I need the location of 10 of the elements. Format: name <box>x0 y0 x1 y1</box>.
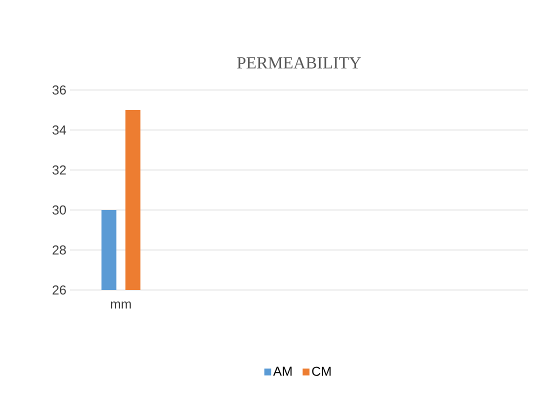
text: PERMEABILITY <box>237 57 361 68</box>
y-tick-label: 32 <box>52 165 66 175</box>
y-tick-label: 36 <box>52 85 66 95</box>
legend-label: CM <box>312 366 331 376</box>
y-tick-label: 28 <box>52 245 66 255</box>
y-tick-label: 26 <box>52 285 66 295</box>
legend-label: AM <box>273 366 292 376</box>
y-tick-label: 34 <box>52 125 66 135</box>
x-tick-label: mm <box>110 302 131 309</box>
y-tick-label: 30 <box>52 205 66 215</box>
